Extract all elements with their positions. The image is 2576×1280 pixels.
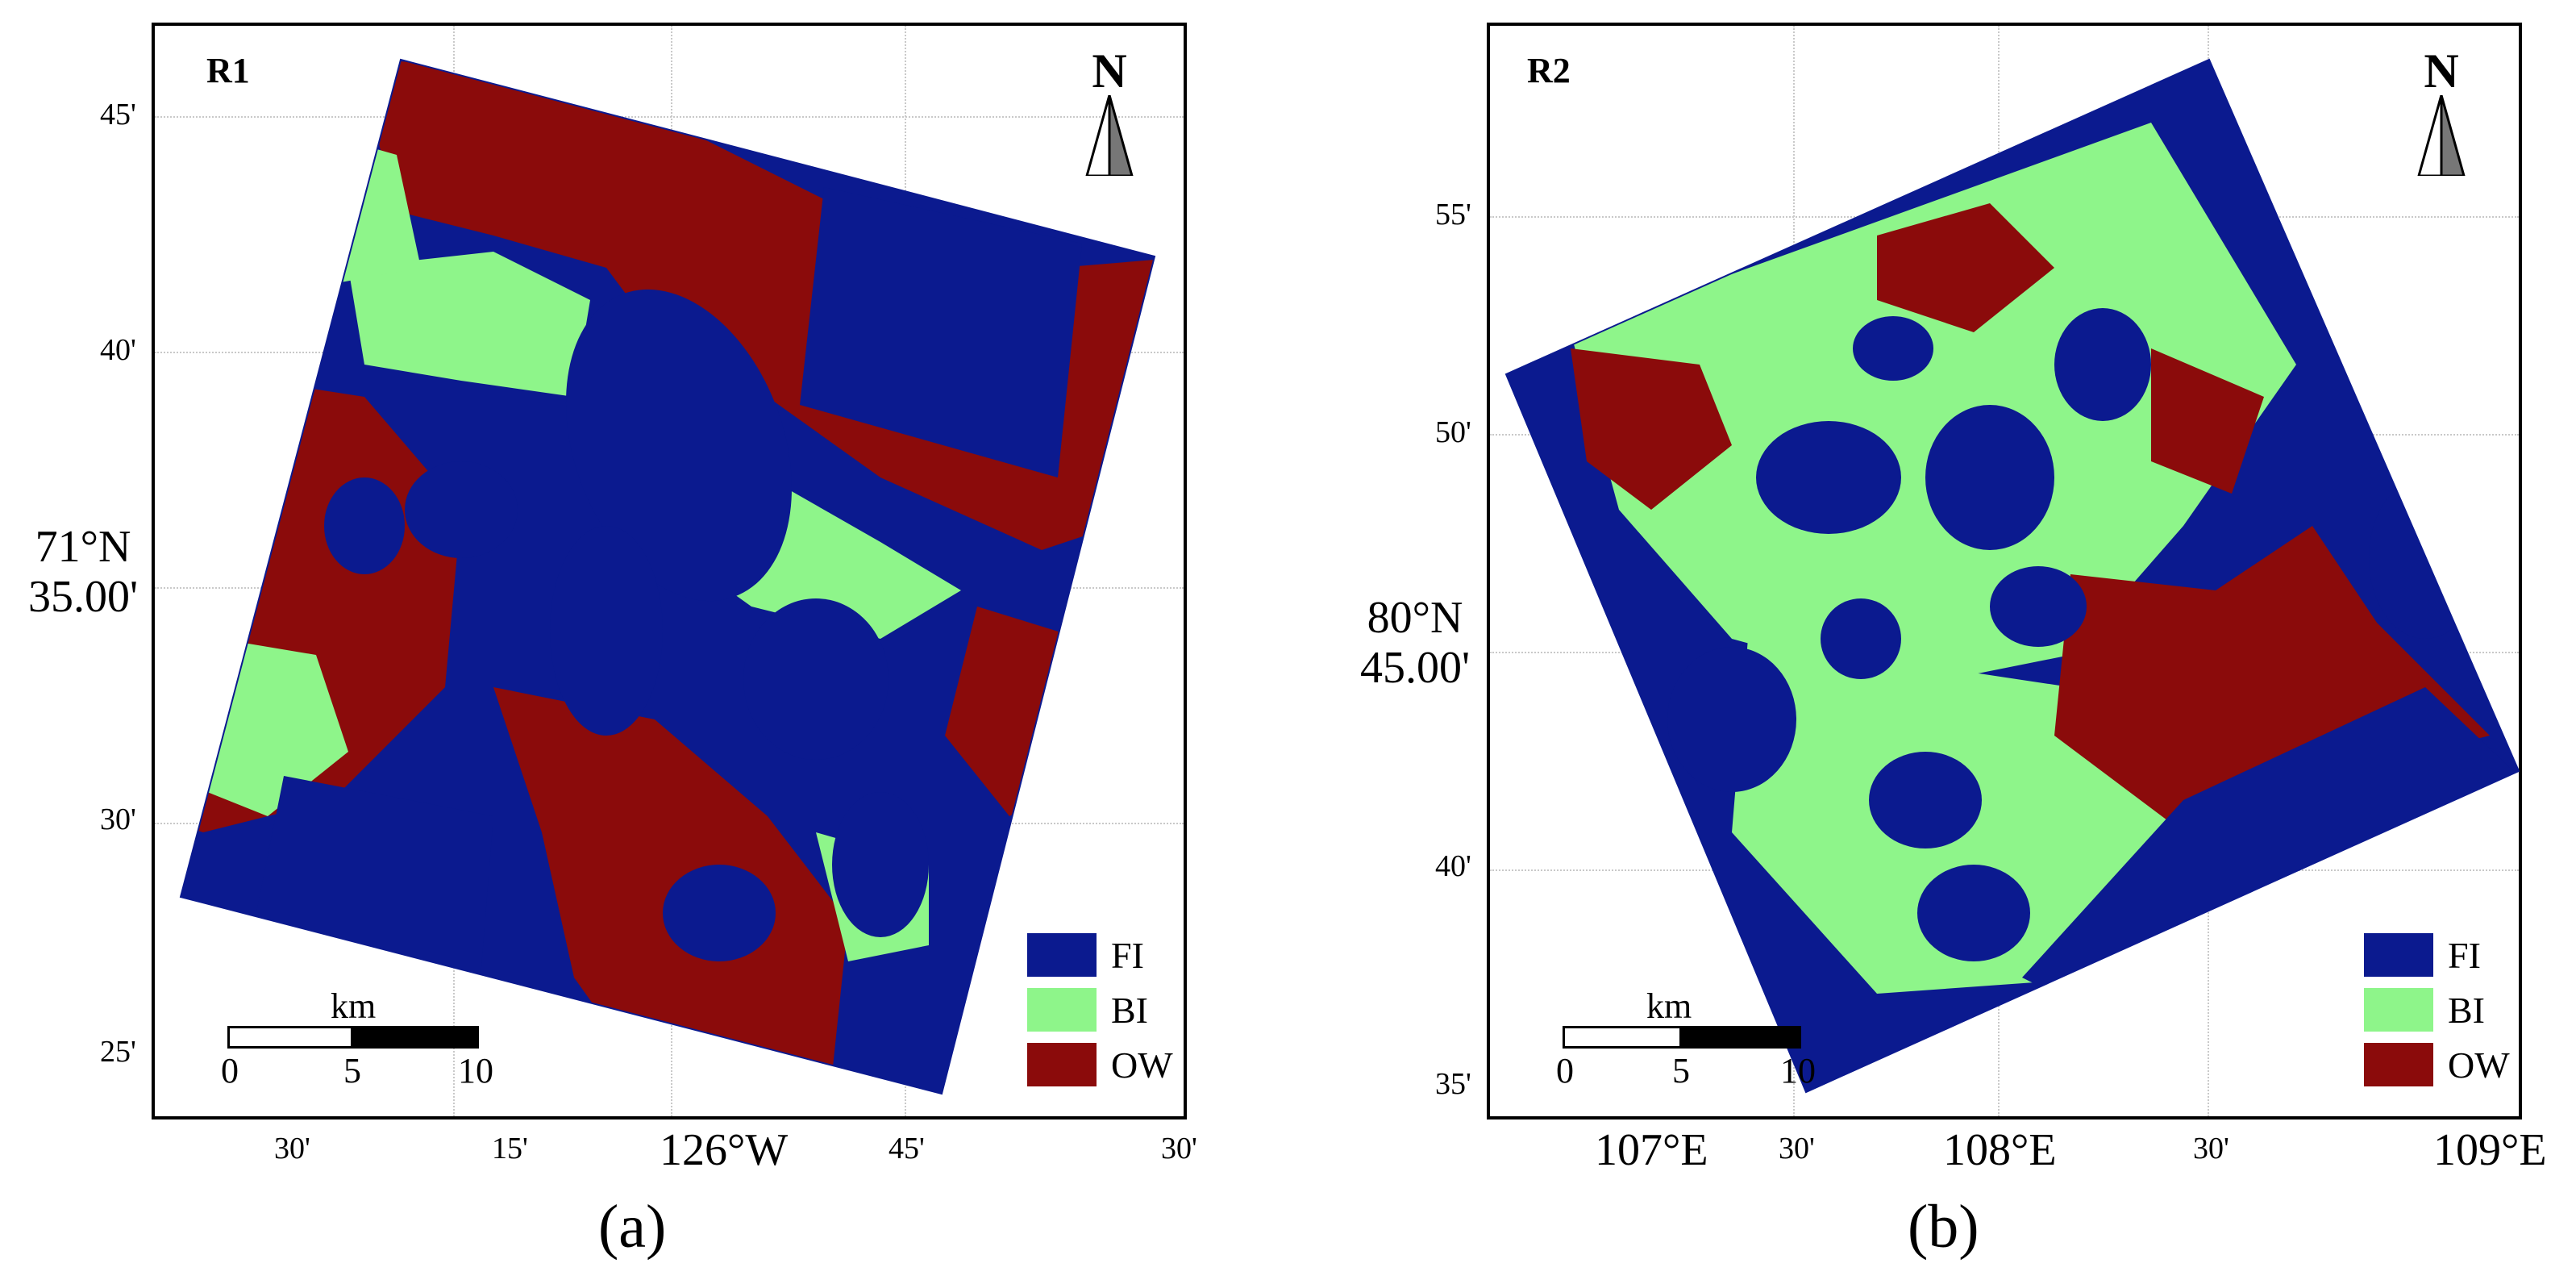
floe-large-1 (800, 187, 1082, 477)
x-tick-107e: 107°E (1595, 1125, 1708, 1175)
region-label-r2: R2 (1527, 51, 1571, 90)
x-tick-108e: 108°E (1943, 1125, 2057, 1175)
ow-area-ne (2151, 348, 2264, 494)
floe-2 (1925, 405, 2054, 550)
map-frame-a: R1 N FI BI OW km (152, 23, 1187, 1119)
x-tick-15: 15' (492, 1132, 528, 1165)
floe-7 (1990, 566, 2087, 647)
floe-8 (1821, 598, 1901, 679)
y-tick-71n-line2: 35.00' (27, 571, 139, 622)
x-tick-30-right: 30' (1161, 1132, 1197, 1165)
floe-4 (550, 526, 663, 736)
scale-label-0: 0 (221, 1051, 239, 1090)
scale-unit: km (331, 986, 377, 1026)
legend-label-fi: FI (1111, 934, 1144, 976)
y-tick-71n-line1: 71°N (35, 522, 131, 572)
ow-area-north (1877, 203, 2054, 332)
y-tick-35: 35' (1435, 1067, 1471, 1101)
y-tick-80n-line1: 80°N (1367, 593, 1463, 643)
scale-bar-a: km 0 5 10 (221, 986, 501, 1090)
caption-a: (a) (598, 1193, 667, 1261)
scale-label-5: 5 (1672, 1051, 1690, 1090)
legend-item-ow: OW (2364, 1037, 2510, 1092)
y-tick-55: 55' (1435, 198, 1471, 231)
caption-b: (b) (1908, 1193, 1979, 1261)
floe-10 (913, 139, 1009, 203)
north-arrow-icon (1085, 94, 1134, 177)
scale-label-10: 10 (1780, 1051, 1816, 1090)
map-panel-a: R1 N FI BI OW km (0, 0, 1258, 1280)
floe-3 (1667, 647, 1796, 792)
scale-segment-white (1563, 1026, 1682, 1049)
north-arrow-icon (2417, 94, 2466, 177)
floe-7 (832, 792, 929, 937)
legend-label-fi: FI (2448, 934, 2481, 976)
y-tick-80n: 80°N 45.00' (1346, 593, 1484, 693)
x-tick-30-left: 30' (274, 1132, 310, 1165)
legend-a: FI BI OW (1027, 928, 1173, 1092)
scale-unit: km (1646, 986, 1692, 1026)
scale-segment-black (1682, 1026, 1801, 1049)
x-tick-30-right: 30' (2193, 1132, 2229, 1165)
map-frame-b: R2 N FI BI OW km (1487, 23, 2522, 1119)
floe-6 (405, 461, 518, 558)
classified-sea-ice-map-a (179, 58, 1156, 1095)
legend-label-ow: OW (1111, 1044, 1173, 1086)
floe-4 (1869, 752, 1982, 848)
floe-10 (1917, 865, 2030, 961)
y-tick-25: 25' (100, 1035, 136, 1069)
ow-swatch (2364, 1043, 2433, 1086)
floe-6 (1853, 316, 1933, 381)
floe-5 (2054, 308, 2151, 421)
north-label: N (1092, 44, 1127, 98)
legend-label-bi: BI (1111, 989, 1148, 1031)
floe-large-3 (243, 776, 493, 1018)
map-panel-b: R2 N FI BI OW km (1290, 0, 2576, 1280)
y-tick-71n: 71°N 35.00' (15, 522, 152, 622)
y-tick-30: 30' (100, 803, 136, 836)
scale-segment-black (353, 1026, 479, 1049)
scale-segment-white (227, 1026, 353, 1049)
legend-item-bi: BI (2364, 982, 2510, 1037)
ow-swatch (1027, 1043, 1097, 1086)
scale-label-0: 0 (1556, 1051, 1574, 1090)
y-tick-50: 50' (1435, 415, 1471, 449)
floe-9 (663, 865, 776, 961)
bi-swatch (2364, 988, 2433, 1032)
classified-sea-ice-map-b (1504, 58, 2520, 1094)
y-tick-45: 45' (100, 98, 136, 131)
scale-label-5: 5 (343, 1051, 361, 1090)
ow-area-west (1571, 348, 1732, 510)
y-tick-40: 40' (100, 333, 136, 367)
legend-label-bi: BI (2448, 989, 2485, 1031)
legend-b: FI BI OW (2364, 928, 2510, 1092)
legend-item-fi: FI (2364, 928, 2510, 982)
north-arrow-b: N (2412, 47, 2470, 180)
floe-5 (743, 598, 888, 760)
floe-8 (324, 477, 405, 574)
x-tick-126w: 126°W (660, 1125, 789, 1175)
y-tick-80n-line2: 45.00' (1359, 642, 1471, 693)
floe-1 (1756, 421, 1901, 534)
legend-label-ow: OW (2448, 1044, 2510, 1086)
x-tick-109e: 109°E (2433, 1125, 2547, 1175)
north-label: N (2424, 44, 2459, 98)
floe-large-2 (565, 289, 793, 602)
y-tick-40: 40' (1435, 849, 1471, 883)
legend-item-bi: BI (1027, 982, 1173, 1037)
fi-swatch (2364, 933, 2433, 977)
legend-item-ow: OW (1027, 1037, 1173, 1092)
x-tick-45: 45' (888, 1132, 925, 1165)
fi-swatch (1027, 933, 1097, 977)
region-label-r1: R1 (206, 51, 250, 90)
bi-area-1 (348, 252, 590, 397)
scale-bar-b: km 0 5 10 (1556, 986, 1837, 1090)
scale-label-10: 10 (458, 1051, 493, 1090)
north-arrow-a: N (1080, 47, 1138, 180)
bi-swatch (1027, 988, 1097, 1032)
legend-item-fi: FI (1027, 928, 1173, 982)
bi-network-area (1571, 123, 2296, 687)
x-tick-30-left: 30' (1779, 1132, 1815, 1165)
